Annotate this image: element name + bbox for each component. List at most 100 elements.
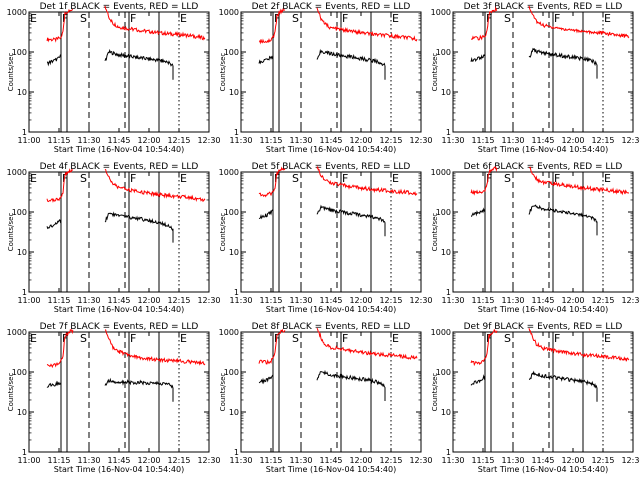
marker-label: F <box>342 12 348 25</box>
marker-label: E <box>392 12 399 25</box>
y-tick-label: 100 <box>12 48 27 57</box>
plot-frame <box>28 11 210 133</box>
x-tick-label: 12:30 <box>197 456 220 465</box>
panel-title: Det 2f BLACK = Events, RED = LLD <box>252 2 411 12</box>
marker-label: S <box>504 332 511 345</box>
marker-label: E <box>604 172 611 185</box>
lld-series-line <box>528 5 630 39</box>
x-tick-label: 12:15 <box>167 296 190 305</box>
y-tick-label: 10 <box>17 88 27 97</box>
x-tick-label: 12:30 <box>621 296 640 305</box>
events-series-line <box>258 209 274 220</box>
marker-label: E <box>392 172 399 185</box>
x-tick-label: 12:15 <box>379 456 402 465</box>
x-tick-label: 11:30 <box>441 456 464 465</box>
marker-label: F <box>62 172 68 185</box>
x-tick-label: 11:15 <box>47 456 70 465</box>
y-tick-label: 1 <box>22 288 27 297</box>
x-tick-label: 11:15 <box>471 456 494 465</box>
panel-title: Det 7f BLACK = Events, RED = LLD <box>40 322 199 332</box>
marker-label: F <box>486 172 492 185</box>
events-series-line <box>528 370 598 389</box>
panel-title: Det 9f BLACK = Events, RED = LLD <box>464 322 623 332</box>
y-axis-label: Counts/sec <box>431 53 439 92</box>
x-tick-label: 11:15 <box>47 136 70 145</box>
x-tick-label: 12:30 <box>409 136 432 145</box>
x-tick-label: 11:30 <box>229 136 252 145</box>
y-tick-label: 10 <box>17 248 27 257</box>
lld-series-line <box>528 328 630 362</box>
marker-label: E <box>30 172 37 185</box>
x-tick-label: 12:15 <box>167 136 190 145</box>
marker-label: E <box>604 332 611 345</box>
y-tick-label: 1 <box>22 128 27 137</box>
x-tick-label: 12:30 <box>621 456 640 465</box>
y-axis-label: Counts/sec <box>219 53 227 92</box>
x-tick-label: 11:30 <box>77 296 100 305</box>
x-tick-label: 11:45 <box>319 136 342 145</box>
panel-title: Det 5f BLACK = Events, RED = LLD <box>252 162 411 172</box>
y-tick-label: 1 <box>446 288 451 297</box>
panel-title: Det 8f BLACK = Events, RED = LLD <box>252 322 411 332</box>
x-tick-label: 12:30 <box>197 136 220 145</box>
x-tick-label: 11:30 <box>77 136 100 145</box>
x-tick-label: 12:30 <box>409 456 432 465</box>
panel-det-6: Det 6f BLACK = Events, RED = LLD 11:30 11:… <box>431 162 640 314</box>
plot-frame <box>240 11 422 133</box>
marker-label: S <box>80 172 87 185</box>
x-tick-label: 12:00 <box>137 456 160 465</box>
y-tick-label: 100 <box>436 48 451 57</box>
x-tick-label: 11:00 <box>17 456 40 465</box>
lld-series-line <box>46 328 74 369</box>
lld-series-line <box>104 5 206 41</box>
x-tick-label: 11:45 <box>107 296 130 305</box>
y-axis-label: Counts/sec <box>431 373 439 412</box>
marker-label: F <box>274 332 280 345</box>
x-tick-label: 11:30 <box>289 136 312 145</box>
x-tick-label: 12:00 <box>137 136 160 145</box>
events-series-line <box>316 369 386 388</box>
events-series-line <box>258 374 274 385</box>
events-series-line <box>528 204 598 223</box>
x-tick-label: 12:00 <box>349 456 372 465</box>
marker-label: F <box>274 172 280 185</box>
x-axis-label: Start Time (16-Nov-04 10:54:40) <box>478 145 608 154</box>
marker-label: S <box>504 12 511 25</box>
x-axis-label: Start Time (16-Nov-04 10:54:40) <box>478 305 608 314</box>
x-tick-label: 11:30 <box>501 136 524 145</box>
marker-label: F <box>554 332 560 345</box>
x-tick-label: 11:30 <box>289 456 312 465</box>
y-tick-label: 1 <box>234 448 239 457</box>
y-tick-label: 1 <box>22 448 27 457</box>
lld-series-line <box>104 168 206 203</box>
lld-series-line <box>470 166 498 196</box>
y-tick-label: 1000 <box>7 328 27 337</box>
lld-series-line <box>258 166 286 198</box>
panel-det-7: Det 7f BLACK = Events, RED = LLD 11:00 11:… <box>7 322 221 474</box>
plot-frame <box>452 11 634 133</box>
x-tick-label: 12:00 <box>349 136 372 145</box>
y-axis-label: Counts/sec <box>7 53 15 92</box>
x-tick-label: 12:15 <box>591 456 614 465</box>
marker-label: F <box>130 172 136 185</box>
marker-label: E <box>392 332 399 345</box>
marker-label: F <box>62 12 68 25</box>
x-tick-label: 11:15 <box>259 296 282 305</box>
panel-title: Det 1f BLACK = Events, RED = LLD <box>40 2 199 12</box>
x-tick-label: 11:30 <box>229 296 252 305</box>
x-tick-label: 11:45 <box>531 456 554 465</box>
x-tick-label: 11:30 <box>289 296 312 305</box>
marker-label: S <box>292 12 299 25</box>
lld-series-line <box>529 166 630 196</box>
marker-label: S <box>504 172 511 185</box>
y-tick-label: 10 <box>441 248 451 257</box>
x-tick-label: 11:30 <box>229 456 252 465</box>
x-tick-label: 11:15 <box>47 296 70 305</box>
x-tick-label: 12:00 <box>137 296 160 305</box>
y-tick-label: 1000 <box>7 8 27 17</box>
lld-series-line <box>46 8 74 43</box>
y-tick-label: 100 <box>436 208 451 217</box>
y-tick-label: 100 <box>12 368 27 377</box>
panel-det-8: Det 8f BLACK = Events, RED = LLD 11:30 11:… <box>219 322 433 474</box>
